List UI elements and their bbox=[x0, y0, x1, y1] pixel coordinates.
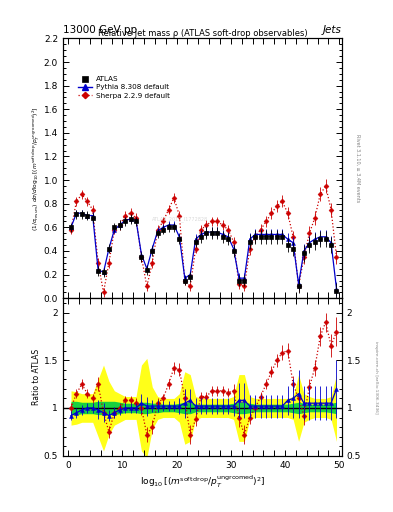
Legend: ATLAS, Pythia 8.308 default, Sherpa 2.2.9 default: ATLAS, Pythia 8.308 default, Sherpa 2.2.… bbox=[75, 73, 173, 101]
Text: Jets: Jets bbox=[323, 25, 342, 35]
Text: ATLAS_2019_I1772828: ATLAS_2019_I1772828 bbox=[152, 216, 208, 222]
Text: 13000 GeV pp: 13000 GeV pp bbox=[63, 25, 137, 35]
Y-axis label: Rivet 3.1.10, ≥ 3.4M events: Rivet 3.1.10, ≥ 3.4M events bbox=[356, 134, 361, 202]
X-axis label: $\log_{10}[(m^{\mathrm{soft\,drop}}/p_T^{\mathrm{ungroomed}})^2]$: $\log_{10}[(m^{\mathrm{soft\,drop}}/p_T^… bbox=[140, 474, 265, 490]
Title: Relative jet mass ρ (ATLAS soft-drop observables): Relative jet mass ρ (ATLAS soft-drop obs… bbox=[97, 29, 307, 37]
Y-axis label: Ratio to ATLAS: Ratio to ATLAS bbox=[32, 349, 41, 405]
Y-axis label: $(1/\sigma_\mathrm{resum})\ d\sigma/d\log_{10}[(m^\mathrm{soft\,drop}/p_T^\mathr: $(1/\sigma_\mathrm{resum})\ d\sigma/d\lo… bbox=[31, 106, 42, 231]
Y-axis label: inspire.cern.ch [arXiv:1306.3436]: inspire.cern.ch [arXiv:1306.3436] bbox=[374, 340, 378, 413]
